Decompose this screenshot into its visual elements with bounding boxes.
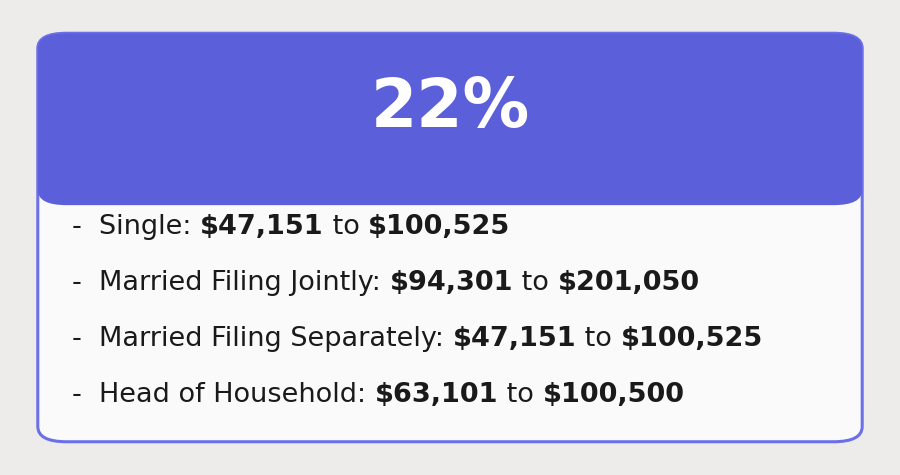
Text: $100,525: $100,525	[621, 326, 763, 352]
Text: $47,151: $47,151	[200, 214, 324, 240]
Text: $201,050: $201,050	[557, 270, 699, 296]
Text: Single:: Single:	[99, 214, 200, 240]
Text: Married Filing Jointly:: Married Filing Jointly:	[99, 270, 390, 296]
Text: $47,151: $47,151	[453, 326, 576, 352]
Text: 22%: 22%	[371, 75, 529, 141]
Text: $100,500: $100,500	[543, 382, 685, 408]
Text: $100,525: $100,525	[368, 214, 510, 240]
Text: -: -	[72, 214, 82, 240]
FancyBboxPatch shape	[38, 33, 862, 205]
Text: to: to	[576, 326, 621, 352]
Text: $94,301: $94,301	[390, 270, 513, 296]
Text: -: -	[72, 382, 82, 408]
Text: -: -	[72, 270, 82, 296]
Text: $63,101: $63,101	[374, 382, 498, 408]
FancyBboxPatch shape	[38, 33, 862, 442]
Text: to: to	[513, 270, 557, 296]
Text: Head of Household:: Head of Household:	[99, 382, 374, 408]
Text: -: -	[72, 326, 82, 352]
Text: to: to	[498, 382, 543, 408]
Text: to: to	[324, 214, 368, 240]
Text: Married Filing Separately:: Married Filing Separately:	[99, 326, 453, 352]
